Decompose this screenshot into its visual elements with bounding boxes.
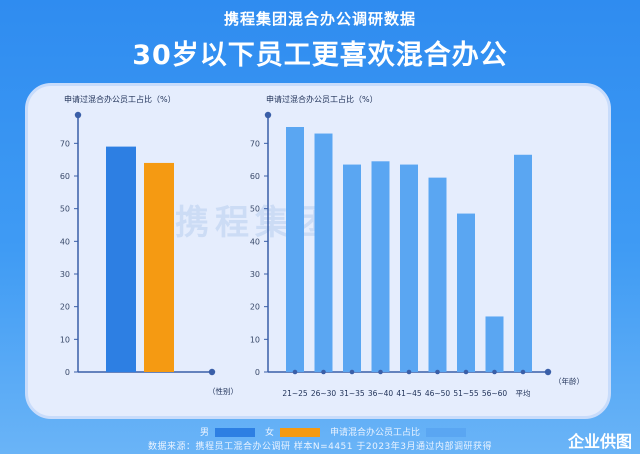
legend-series-label: 申请混合办公员工占比 <box>330 428 421 438</box>
legend-female-label: 女 <box>265 428 275 438</box>
bar <box>485 316 504 372</box>
x-tick-label: 31~35 <box>339 389 365 398</box>
bar <box>286 127 304 372</box>
legend-male-label: 男 <box>200 428 210 438</box>
y-axis-end-dot <box>264 111 272 119</box>
x-axis-title: （性别） <box>208 386 238 396</box>
y-tick-label: 0 <box>255 368 260 377</box>
bar <box>144 162 174 372</box>
x-tick-dot <box>492 369 497 375</box>
x-tick-label: 36~40 <box>368 389 394 398</box>
legend-item-series: 申请混合办公员工占比 <box>330 425 467 438</box>
x-tick-label: 21~25 <box>282 389 308 398</box>
bar <box>400 164 418 372</box>
legend: 男 女 申请混合办公员工占比 <box>0 425 640 438</box>
y-tick-label: 10 <box>60 335 70 344</box>
x-tick-dot <box>292 369 298 375</box>
bar <box>314 133 333 372</box>
subtitle: 携程集团混合办公调研数据 <box>223 10 416 28</box>
legend-series-swatch <box>426 428 467 437</box>
y-tick-label: 60 <box>250 172 260 181</box>
y-tick-label: 40 <box>60 237 70 246</box>
bar <box>343 164 361 372</box>
bar <box>371 161 390 372</box>
legend-female-swatch <box>280 428 321 437</box>
x-axis-title: （年龄） <box>554 376 584 386</box>
x-tick-label: 41~45 <box>396 389 422 398</box>
legend-item-female: 女 <box>265 425 321 438</box>
y-tick-label: 20 <box>250 303 260 312</box>
page-title: 30岁以下员工更喜欢混合办公 <box>132 40 508 71</box>
brand-label: 企业供图 <box>567 432 632 451</box>
y-axis-title: 申请过混合办公员工占比（%） <box>266 94 378 104</box>
x-tick-label: 56~60 <box>482 389 508 398</box>
y-tick-label: 60 <box>60 172 70 181</box>
y-tick-label: 70 <box>60 139 70 148</box>
legend-male-swatch <box>215 428 256 437</box>
bar <box>428 177 447 372</box>
x-axis-end-dot <box>544 368 552 376</box>
bar <box>457 213 475 372</box>
x-axis-end-dot <box>208 368 216 376</box>
y-tick-label: 0 <box>65 368 70 377</box>
x-tick-label: 26~30 <box>311 389 337 398</box>
x-tick-dot <box>349 369 355 375</box>
y-tick-label: 50 <box>250 205 260 214</box>
source-note: 数据来源：携程员工混合办公调研 样本N=4451 于2023年3月通过内部调研获… <box>147 442 493 452</box>
x-tick-label: 平均 <box>516 388 531 398</box>
bar <box>106 146 136 372</box>
y-tick-label: 30 <box>60 270 70 279</box>
x-tick-label: 51~55 <box>453 389 479 398</box>
y-tick-label: 10 <box>250 335 260 344</box>
x-tick-dot <box>406 369 412 375</box>
x-tick-dot <box>463 369 469 375</box>
y-axis-end-dot <box>74 111 82 119</box>
x-tick-dot <box>321 369 326 375</box>
x-tick-dot <box>378 369 383 375</box>
y-tick-label: 40 <box>250 237 260 246</box>
x-tick-label: 46~50 <box>425 389 451 398</box>
x-tick-dot <box>520 369 526 375</box>
y-tick-label: 30 <box>250 270 260 279</box>
y-axis-title: 申请过混合办公员工占比（%） <box>64 94 176 104</box>
y-tick-label: 20 <box>60 303 70 312</box>
y-tick-label: 50 <box>60 205 70 214</box>
bar <box>514 154 532 372</box>
x-tick-dot <box>435 369 440 375</box>
y-tick-label: 70 <box>250 139 260 148</box>
legend-item-male: 男 <box>200 425 256 438</box>
